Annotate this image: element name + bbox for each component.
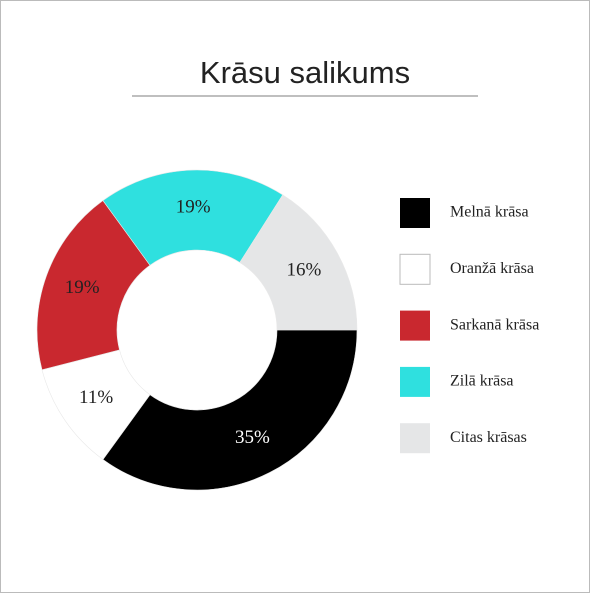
legend-label: Melnā krāsa (450, 204, 529, 221)
legend-swatch (400, 198, 430, 228)
donut-slice (36, 200, 151, 371)
slice-label: 16% (286, 260, 321, 281)
slice-label: 19% (176, 196, 211, 217)
donut-slice (239, 194, 358, 331)
legend-label: Zilā krāsa (450, 373, 514, 390)
legend-swatch (400, 366, 430, 397)
chart-title: Krāsu salikums (200, 55, 410, 90)
slice-label: 19% (65, 277, 100, 298)
legend-label: Citas krāsas (450, 429, 527, 446)
legend-label: Sarkanā krāsa (450, 316, 539, 333)
slice-label: 11% (79, 387, 113, 408)
slice-label: 35% (235, 427, 270, 448)
legend-label: Oranžā krāsa (450, 260, 534, 277)
donut-slice (102, 329, 358, 491)
legend-swatch (399, 253, 431, 285)
legend-swatch (400, 310, 430, 341)
legend-swatch (400, 423, 430, 454)
donut-slice (102, 169, 284, 266)
